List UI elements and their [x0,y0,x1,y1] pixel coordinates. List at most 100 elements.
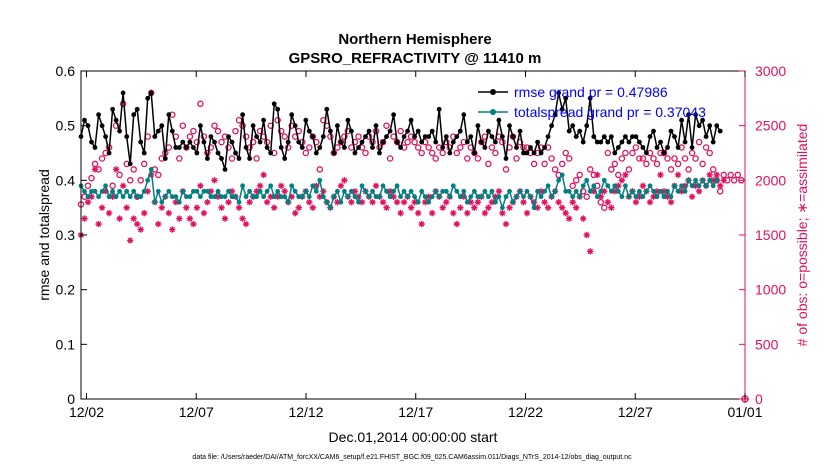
rmse-point [521,150,526,156]
rmse-point [528,145,533,150]
assimilated-obs-point [615,182,622,189]
possible-obs-point [439,149,446,157]
totalspread-point [658,188,663,194]
totalspread-point [605,183,611,189]
rmse-point [89,139,94,145]
assimilated-obs-point [467,199,475,206]
totalspread-point [180,188,186,194]
assimilated-obs-point [439,204,446,211]
assimilated-obs-point [407,204,415,211]
totalspread-point [608,188,614,194]
rmse-point [264,145,270,150]
totalspread-point [644,188,649,194]
assimilated-obs-point [193,204,201,211]
totalspread-point [299,194,305,200]
rmse-point [219,156,224,161]
possible-obs-point [404,138,411,146]
rmse-point [489,134,495,140]
assimilated-obs-point [611,188,619,195]
assimilated-obs-point [295,204,302,211]
assimilated-obs-point [320,188,327,195]
assimilated-obs-point [499,209,506,217]
rmse-point [85,123,91,129]
assimilated-obs-point [190,220,197,228]
assimilated-obs-point [288,193,295,200]
assimilated-obs-point [492,193,499,200]
rmse-point [82,117,87,123]
rmse-point [486,128,491,134]
possible-obs-point [551,166,559,173]
rmse-point [124,134,130,140]
possible-obs-point [618,155,626,162]
totalspread-point [486,194,491,200]
rmse-point [426,134,432,140]
rmse-point [127,161,133,167]
possible-obs-point [608,166,615,173]
totalspread-point [510,199,516,205]
totalspread-point [668,194,674,200]
rmse-point [661,150,667,156]
totalspread-point [257,188,263,194]
possible-obs-point [98,155,106,162]
totalspread-point [637,188,642,194]
rmse-point [152,134,158,140]
rmse-point [450,139,456,145]
possible-obs-point [688,149,696,157]
rmse-point [106,150,112,156]
rmse-point [250,123,256,129]
rmse-point [468,134,474,140]
totalspread-point [222,194,228,200]
possible-obs-point [176,155,183,162]
assimilated-obs-point [218,204,225,211]
totalspread-point [145,177,151,183]
rmse-point [447,150,453,156]
possible-obs-point [502,166,510,173]
rmse-point [155,128,161,134]
assimilated-obs-point [646,199,654,206]
rmse-point [493,139,498,145]
assimilated-obs-point [664,193,671,200]
possible-obs-point [218,138,225,146]
x-tick-label: 12/27 [618,404,653,420]
rmse-point [292,123,298,129]
rmse-point [335,123,340,129]
assimilated-obs-point [112,166,120,173]
assimilated-obs-point [372,182,380,189]
rmse-point [545,134,551,140]
rmse-point [141,150,147,156]
rmse-point [461,112,467,118]
rmse-point [131,112,137,118]
rmse-point [289,112,295,118]
rmse-point [317,145,323,150]
assimilated-obs-point [450,209,457,217]
assimilated-obs-point [281,188,288,195]
totalspread-point [328,205,333,211]
rmse-point [342,145,347,150]
rmse-point [268,150,274,156]
assimilated-obs-point [172,199,180,206]
rmse-point [637,139,642,145]
x-axis-label: Dec.01,2014 00:00:00 start [329,429,498,445]
possible-obs-point [664,155,671,162]
totalspread-point [538,194,544,200]
y-tick-label: 0.2 [56,282,76,298]
totalspread-point [468,194,474,200]
totalspread-point [359,183,365,189]
assimilated-obs-point [485,204,492,211]
possible-obs-point [457,144,464,151]
possible-obs-point [629,149,636,157]
totalspread-point [243,194,249,200]
totalspread-point [219,194,224,200]
legend-rmse-label: rmse grand pr = 0.47986 [514,84,668,100]
possible-obs-point [667,166,675,173]
possible-obs-point [604,149,612,157]
possible-obs-point [428,149,436,157]
assimilated-obs-point [263,199,271,206]
possible-obs-point [695,138,703,146]
rmse-point [675,145,681,150]
totalspread-point [443,188,449,194]
assimilated-obs-point [169,226,176,233]
totalspread-point [542,188,547,194]
assimilated-obs-point [558,204,566,211]
totalspread-point [422,194,428,200]
